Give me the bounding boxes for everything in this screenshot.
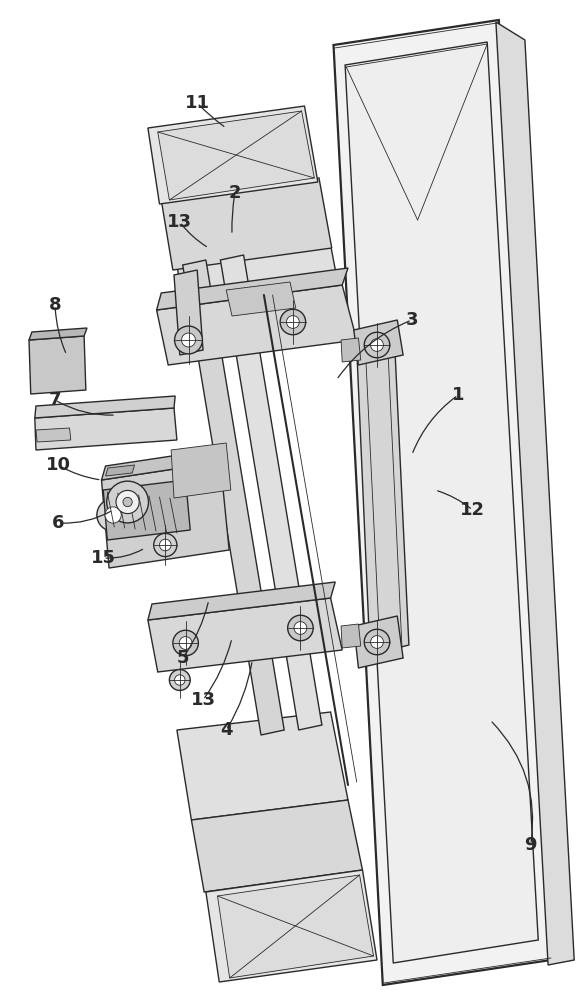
Circle shape <box>123 497 132 507</box>
Polygon shape <box>183 260 284 735</box>
Polygon shape <box>157 285 357 365</box>
Polygon shape <box>102 462 229 568</box>
Polygon shape <box>220 255 322 730</box>
Text: 12: 12 <box>460 501 485 519</box>
Polygon shape <box>191 800 362 892</box>
Polygon shape <box>171 443 231 498</box>
Polygon shape <box>157 268 348 310</box>
Text: 7: 7 <box>49 391 61 409</box>
Text: 4: 4 <box>220 721 233 739</box>
Polygon shape <box>29 328 87 340</box>
Text: 11: 11 <box>184 94 210 112</box>
Polygon shape <box>35 396 175 418</box>
Text: 2: 2 <box>229 184 241 202</box>
Polygon shape <box>148 106 318 204</box>
Polygon shape <box>161 178 332 270</box>
Text: 13: 13 <box>167 213 193 231</box>
Circle shape <box>154 533 177 557</box>
Text: 8: 8 <box>49 296 61 314</box>
Polygon shape <box>103 480 190 540</box>
Polygon shape <box>341 624 361 648</box>
Circle shape <box>169 670 190 690</box>
Text: 15: 15 <box>90 549 116 567</box>
Polygon shape <box>354 616 403 668</box>
Polygon shape <box>158 111 314 200</box>
Polygon shape <box>36 428 71 442</box>
Polygon shape <box>357 338 409 655</box>
Text: 3: 3 <box>405 311 418 329</box>
Polygon shape <box>102 448 225 480</box>
Circle shape <box>105 507 121 523</box>
Circle shape <box>294 622 307 634</box>
Polygon shape <box>148 598 342 672</box>
Circle shape <box>287 316 299 328</box>
Circle shape <box>160 539 171 551</box>
Circle shape <box>116 490 139 514</box>
Circle shape <box>173 630 198 656</box>
Polygon shape <box>334 20 551 985</box>
Polygon shape <box>177 712 348 820</box>
Polygon shape <box>354 320 403 365</box>
Polygon shape <box>206 870 377 982</box>
Polygon shape <box>29 336 86 394</box>
Text: 5: 5 <box>176 649 189 667</box>
Polygon shape <box>496 22 574 965</box>
Polygon shape <box>177 245 347 352</box>
Circle shape <box>364 629 390 655</box>
Polygon shape <box>35 408 177 450</box>
Polygon shape <box>148 582 335 620</box>
Text: 10: 10 <box>45 456 71 474</box>
Circle shape <box>179 637 192 649</box>
Polygon shape <box>218 875 374 978</box>
Circle shape <box>371 636 383 648</box>
Text: 13: 13 <box>190 691 216 709</box>
Circle shape <box>364 332 390 358</box>
Circle shape <box>371 339 383 351</box>
Polygon shape <box>345 42 538 963</box>
Circle shape <box>280 309 306 335</box>
Polygon shape <box>226 282 296 316</box>
Text: 1: 1 <box>452 386 465 404</box>
Circle shape <box>97 499 129 531</box>
Text: 6: 6 <box>52 514 64 532</box>
Circle shape <box>288 615 313 641</box>
Polygon shape <box>174 270 203 355</box>
Polygon shape <box>341 338 361 362</box>
Text: 9: 9 <box>524 836 537 854</box>
Polygon shape <box>106 465 135 476</box>
Circle shape <box>182 333 195 347</box>
Circle shape <box>107 481 148 523</box>
Circle shape <box>175 326 202 354</box>
Circle shape <box>175 675 185 685</box>
